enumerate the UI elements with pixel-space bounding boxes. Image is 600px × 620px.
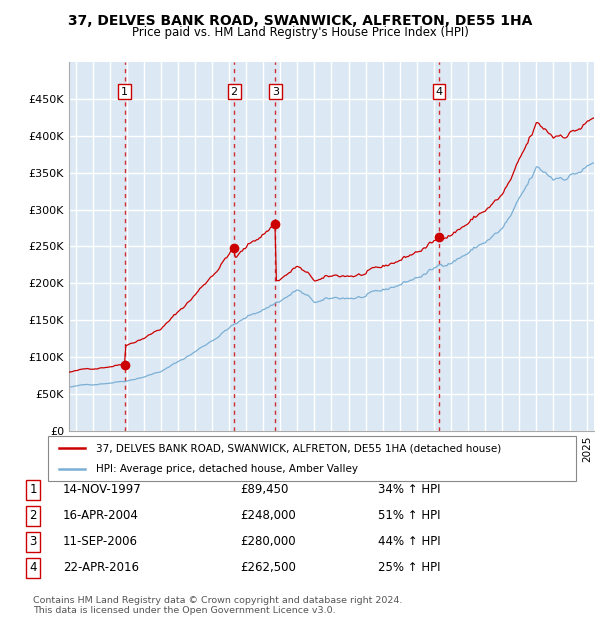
Text: 14-NOV-1997: 14-NOV-1997 [63, 484, 142, 496]
Text: 37, DELVES BANK ROAD, SWANWICK, ALFRETON, DE55 1HA: 37, DELVES BANK ROAD, SWANWICK, ALFRETON… [68, 14, 532, 28]
Text: 2: 2 [230, 87, 238, 97]
Text: 1: 1 [29, 484, 37, 496]
Text: Price paid vs. HM Land Registry's House Price Index (HPI): Price paid vs. HM Land Registry's House … [131, 26, 469, 39]
Text: 4: 4 [29, 562, 37, 574]
Text: 3: 3 [272, 87, 279, 97]
Text: £262,500: £262,500 [240, 562, 296, 574]
Text: Contains HM Land Registry data © Crown copyright and database right 2024.
This d: Contains HM Land Registry data © Crown c… [33, 596, 403, 615]
Text: 37, DELVES BANK ROAD, SWANWICK, ALFRETON, DE55 1HA (detached house): 37, DELVES BANK ROAD, SWANWICK, ALFRETON… [95, 443, 501, 453]
Text: 3: 3 [29, 536, 37, 548]
Text: £89,450: £89,450 [240, 484, 289, 496]
FancyBboxPatch shape [48, 436, 576, 480]
Text: 44% ↑ HPI: 44% ↑ HPI [378, 536, 440, 548]
Text: £280,000: £280,000 [240, 536, 296, 548]
Text: 22-APR-2016: 22-APR-2016 [63, 562, 139, 574]
Text: 2: 2 [29, 510, 37, 522]
Text: 34% ↑ HPI: 34% ↑ HPI [378, 484, 440, 496]
Text: 51% ↑ HPI: 51% ↑ HPI [378, 510, 440, 522]
Text: 1: 1 [121, 87, 128, 97]
Text: 25% ↑ HPI: 25% ↑ HPI [378, 562, 440, 574]
Text: £248,000: £248,000 [240, 510, 296, 522]
Text: HPI: Average price, detached house, Amber Valley: HPI: Average price, detached house, Ambe… [95, 464, 358, 474]
Text: 16-APR-2004: 16-APR-2004 [63, 510, 139, 522]
Text: 11-SEP-2006: 11-SEP-2006 [63, 536, 138, 548]
Text: 4: 4 [436, 87, 443, 97]
